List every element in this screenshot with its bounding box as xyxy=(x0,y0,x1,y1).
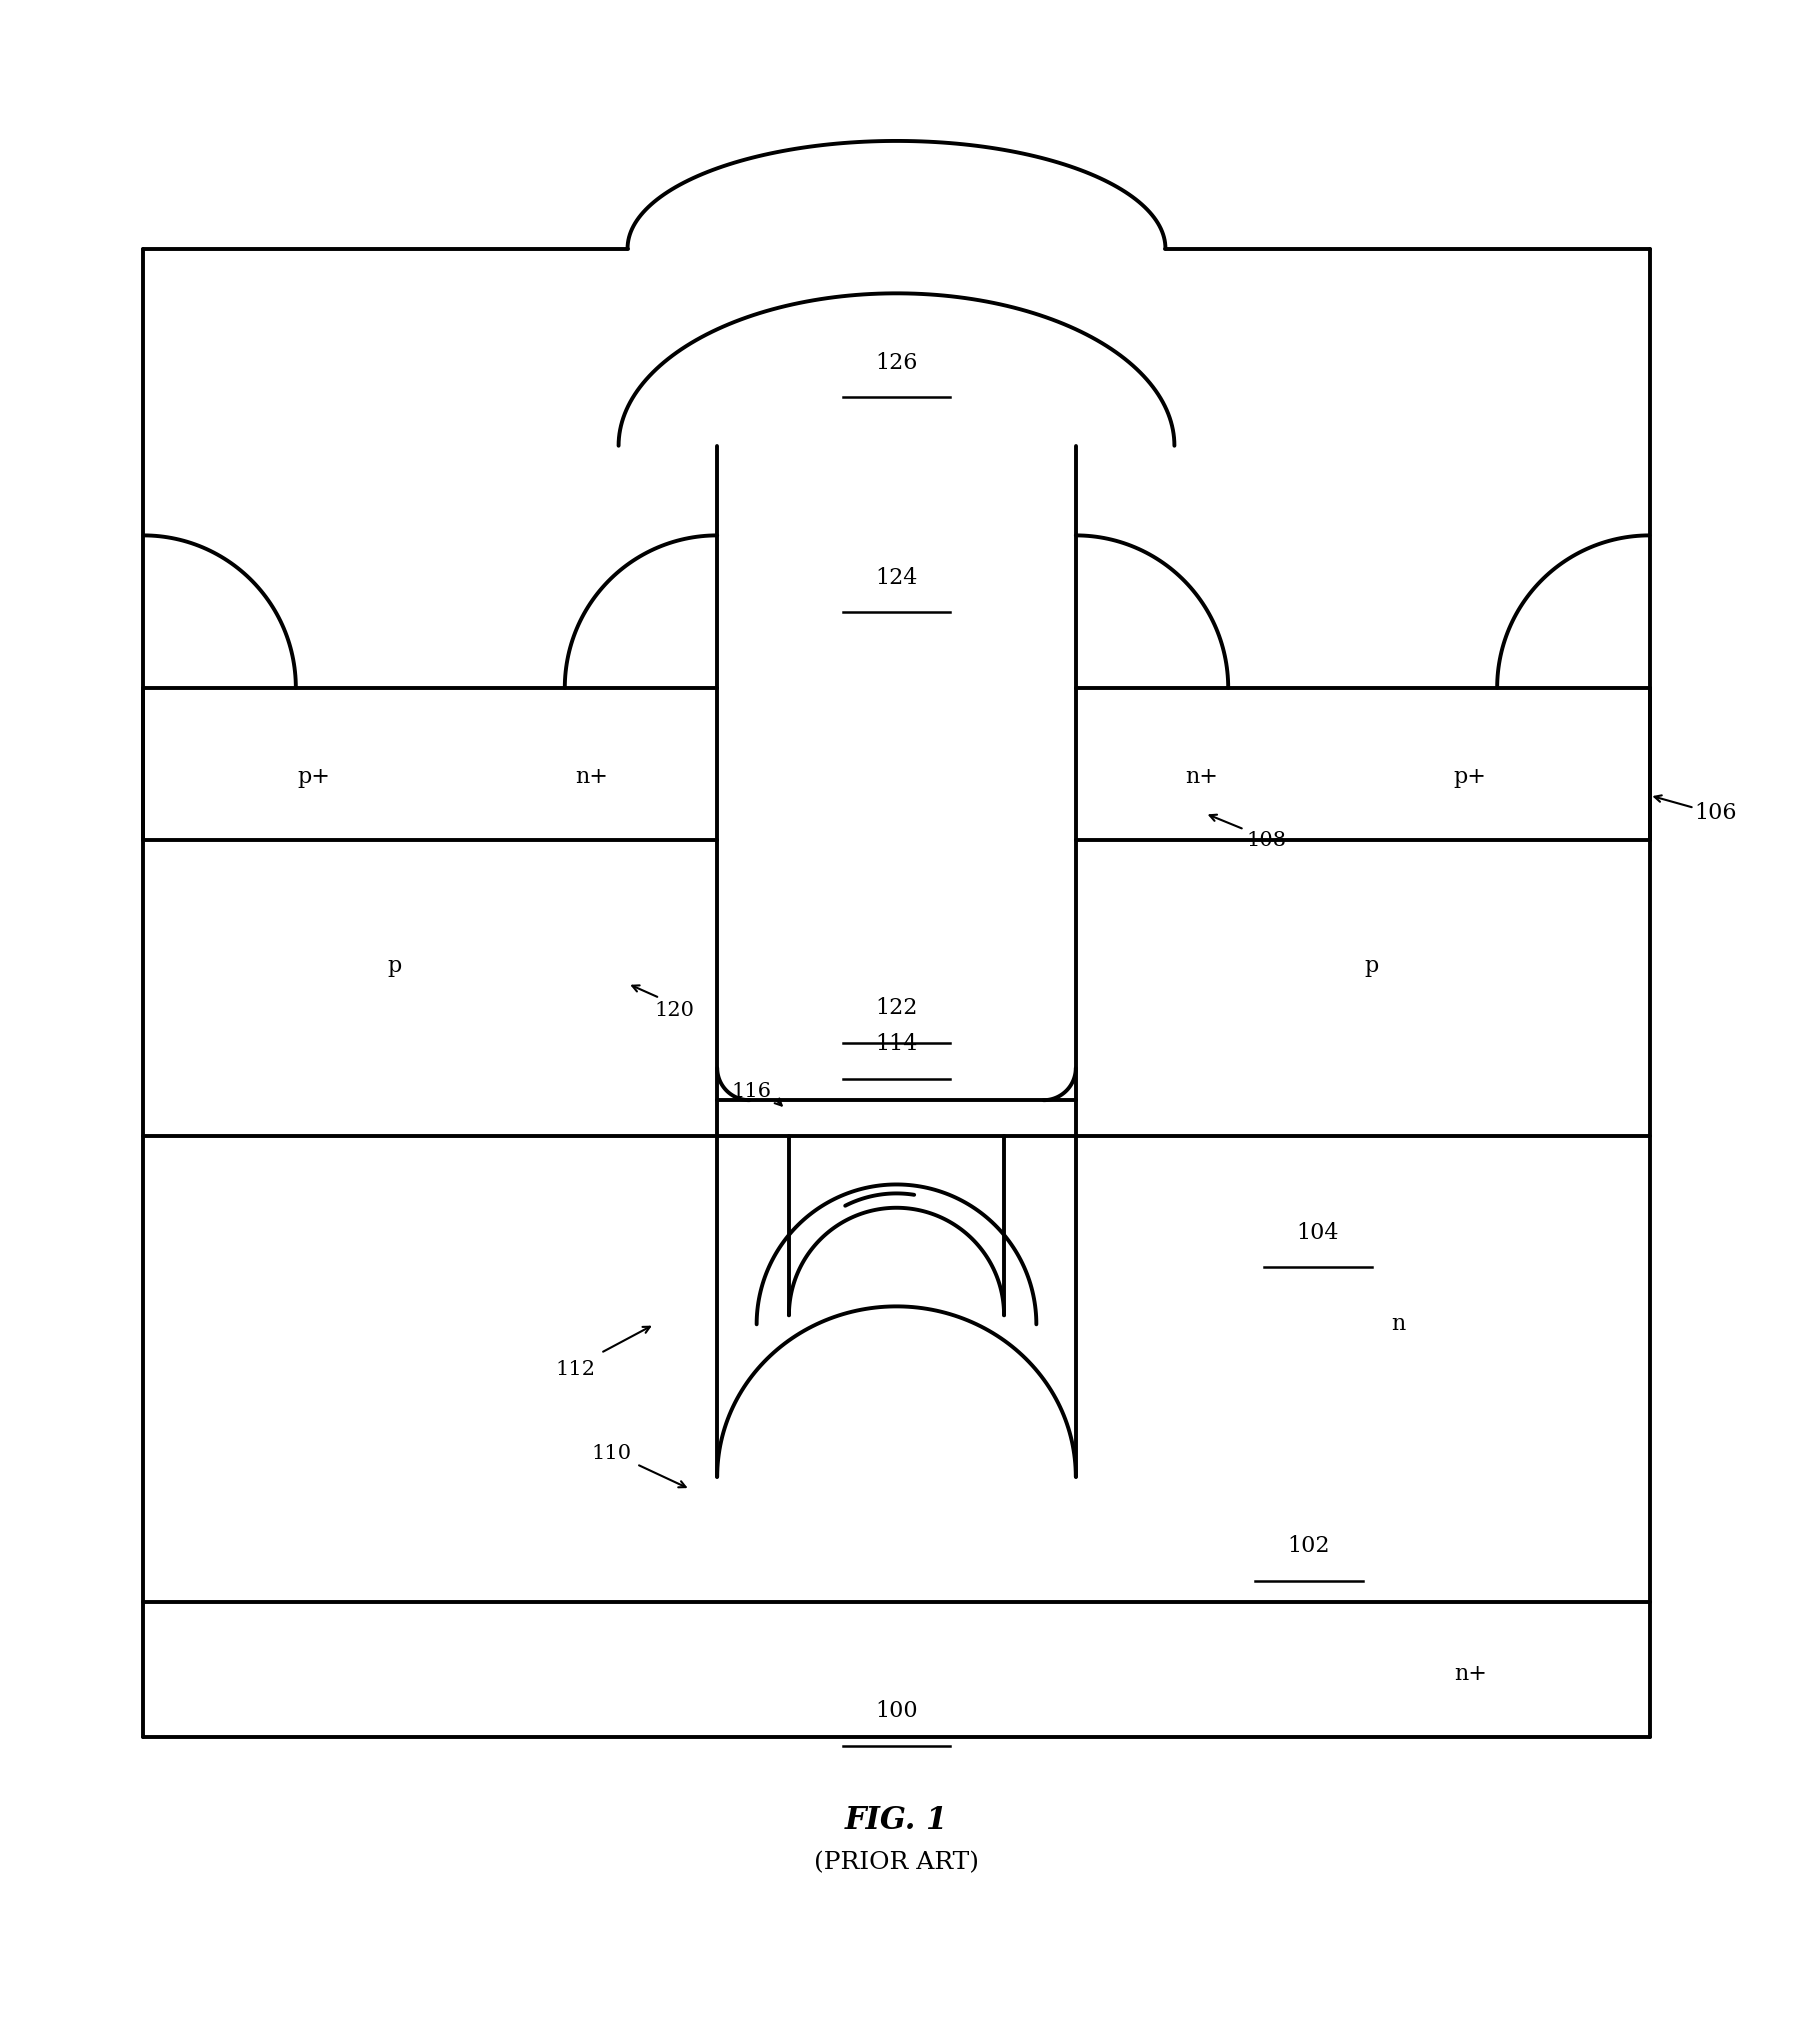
Text: (PRIOR ART): (PRIOR ART) xyxy=(814,1851,979,1874)
Text: 110: 110 xyxy=(592,1444,631,1462)
Text: 114: 114 xyxy=(875,1034,918,1056)
Text: p+: p+ xyxy=(1454,767,1486,789)
Text: p: p xyxy=(387,954,402,977)
Text: 108: 108 xyxy=(1246,830,1286,850)
Text: n: n xyxy=(1391,1313,1406,1336)
Text: p: p xyxy=(1364,954,1379,977)
Text: 120: 120 xyxy=(654,1001,694,1020)
Text: 122: 122 xyxy=(875,997,918,1020)
Text: 100: 100 xyxy=(875,1701,918,1723)
Text: n+: n+ xyxy=(576,767,608,789)
Text: 106: 106 xyxy=(1694,801,1737,824)
Text: 112: 112 xyxy=(556,1360,595,1378)
Text: 102: 102 xyxy=(1287,1535,1330,1558)
Text: n+: n+ xyxy=(1185,767,1217,789)
Text: FIG. 1: FIG. 1 xyxy=(845,1805,948,1837)
Text: 104: 104 xyxy=(1296,1221,1339,1244)
Text: 124: 124 xyxy=(875,567,918,589)
Text: 126: 126 xyxy=(875,353,918,373)
Text: p+: p+ xyxy=(298,767,330,789)
Text: n+: n+ xyxy=(1454,1664,1486,1684)
Text: 116: 116 xyxy=(732,1083,771,1101)
